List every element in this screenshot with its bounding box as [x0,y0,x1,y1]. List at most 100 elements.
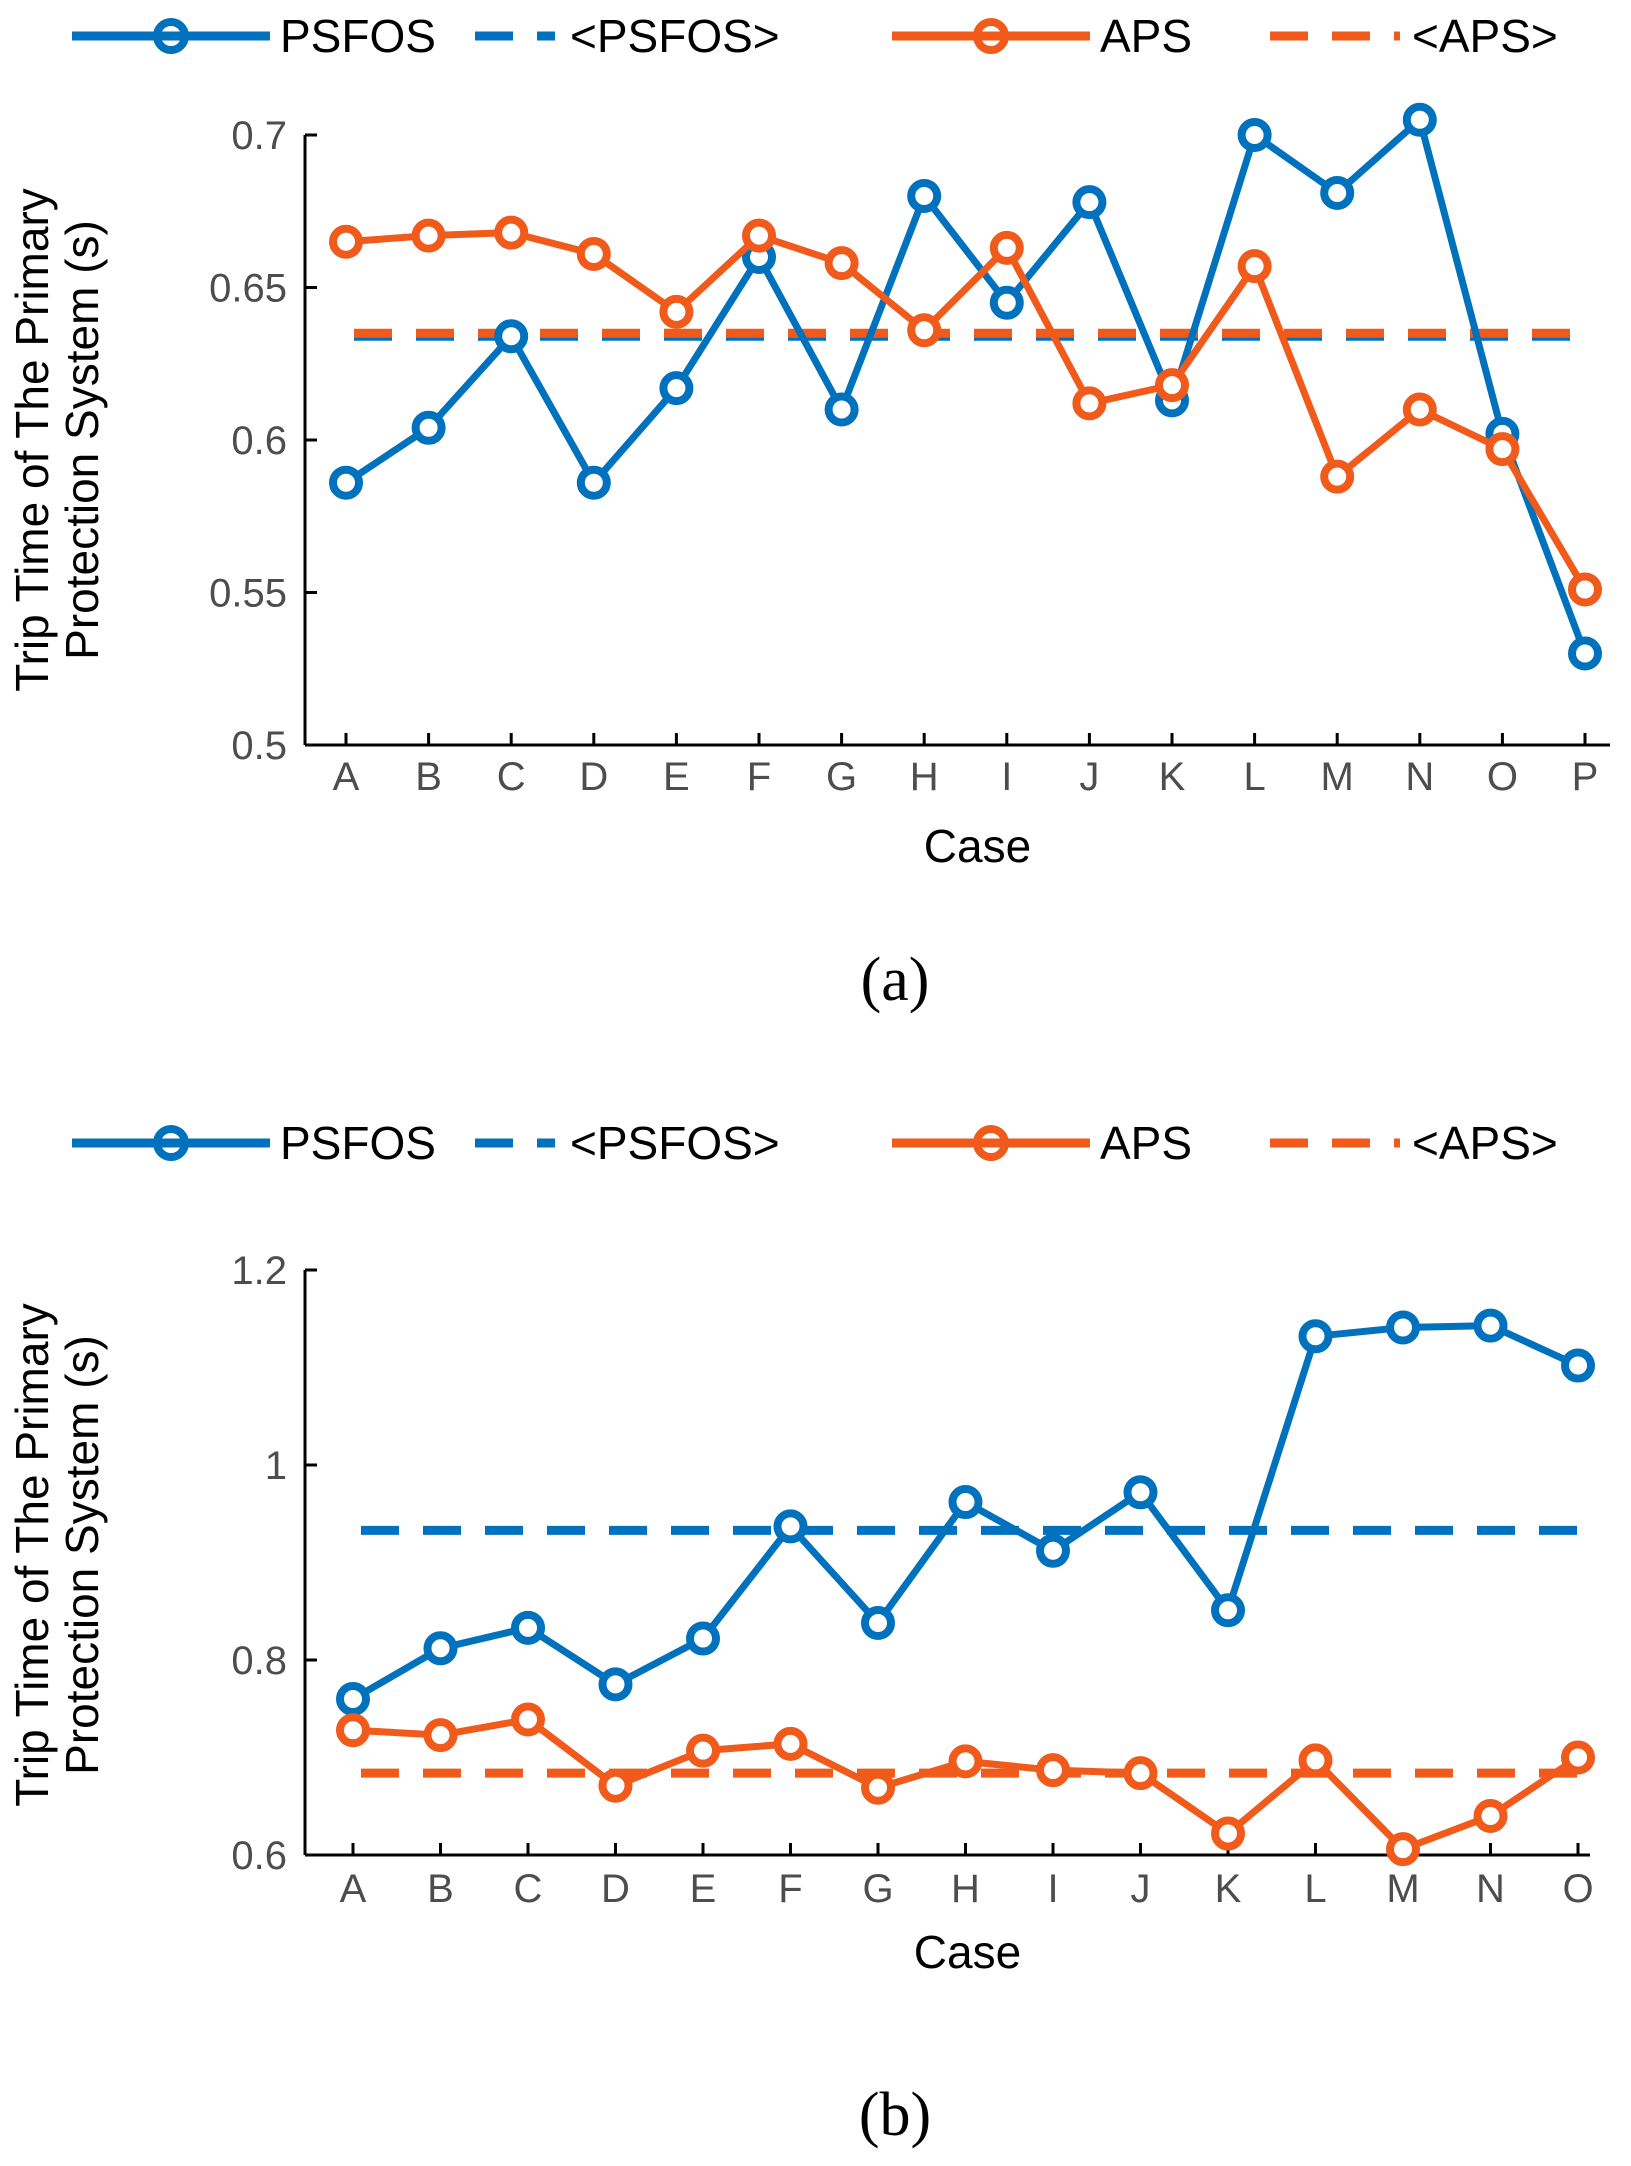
data-point [824,246,859,281]
data-point [598,1667,633,1702]
x-axis-label: Case [914,1926,1021,1978]
data-point [511,1610,545,1645]
y-tick-label: 0.8 [231,1639,287,1683]
data-point [948,1744,983,1779]
data-point [329,224,363,259]
x-tick-label: M [1321,755,1354,799]
legend: PSFOS <PSFOS> APS <APS> [72,1117,1558,1169]
x-tick-label: E [690,1867,717,1911]
x-tick-label: N [1476,1867,1505,1911]
legend-label: PSFOS [280,1117,436,1169]
x-tick-label: B [415,755,442,799]
data-point [1072,386,1107,421]
data-point [576,465,611,500]
data-point [907,179,942,213]
x-tick-label: F [747,755,771,799]
data-point [989,230,1024,265]
y-tick-label: 1 [265,1444,287,1488]
legend-label: <APS> [1412,1117,1558,1169]
x-tick-label: G [826,755,857,799]
data-point [1123,1756,1158,1791]
x-tick-label: I [1047,1867,1058,1911]
x-axis-label: Case [924,820,1031,872]
data-point [824,392,859,427]
data-point [773,1509,808,1544]
data-point [948,1485,983,1520]
legend-marker [973,18,1009,54]
data-point [1320,175,1355,210]
x-tick-label: D [579,755,608,799]
legend-label: <PSFOS> [570,1117,780,1169]
legend-label: APS [1100,1117,1192,1169]
data-point [1386,1832,1420,1867]
data-point [411,218,446,253]
series-line [352,1715,1580,1853]
x-tick-label: B [427,1867,454,1911]
legend: PSFOS <PSFOS> APS <APS> [72,10,1558,62]
data-point [336,1682,370,1716]
y-axis-label-line1: Trip Time of The Primary [6,1303,58,1807]
chart-panel-a: PSFOS <PSFOS> APS <APS> 0.5 0.55 0.6 0.65 0.7 A B C… [6,10,1610,1014]
x-tick-label: O [1562,1867,1593,1911]
data-point [1568,636,1602,671]
x-tick-label: A [340,1867,367,1911]
data-point [1561,1348,1595,1383]
x-tick-label: F [778,1867,802,1911]
data-point [598,1768,633,1803]
data-point [742,218,776,253]
data-point [989,285,1024,320]
x-tick-label: A [333,755,360,799]
y-axis-label-line1: Trip Time of The Primary [6,188,58,692]
data-point [1072,185,1107,220]
y-tick-label: 0.6 [231,419,287,463]
x-tick-label: J [1079,755,1099,799]
x-tick-label: E [663,755,690,799]
series-line [344,116,1589,655]
data-point [659,294,694,329]
x-tick-label: C [497,755,526,799]
data-point [686,1733,720,1768]
legend-marker [153,1125,189,1161]
data-point [1036,1533,1070,1568]
data-point [1123,1475,1158,1510]
data-point [1473,1308,1508,1343]
data-point [1320,459,1355,494]
panel-caption: (b) [859,2081,931,2149]
series-aps [329,215,1602,607]
data-point [1402,102,1437,137]
legend-marker [153,18,189,54]
data-point [1211,1593,1245,1628]
data-point [1473,1799,1508,1833]
legend-label: <APS> [1412,10,1558,62]
y-tick-label: 0.65 [209,267,287,311]
y-axis-label-line2: Protection System (s) [56,220,108,660]
series-aps [336,1702,1595,1867]
y-axis-label: Trip Time of The PrimaryProtection Syste… [6,188,108,692]
series-line [345,229,1589,592]
x-tick-label: O [1487,755,1518,799]
data-point [1298,1743,1333,1778]
data-point [411,410,446,445]
chart-panel-b: PSFOS <PSFOS> APS <APS> 0.6 0.8 1 1.2 A B C D E F G H I J… [6,1117,1595,2149]
data-point [907,313,942,348]
x-tick-label: I [1001,755,1012,799]
x-tick-label: L [1243,755,1265,799]
data-point [336,1713,370,1748]
panel-caption: (a) [861,946,930,1014]
data-point [1386,1310,1420,1345]
y-tick-label: 1.2 [231,1249,287,1293]
data-point [1485,432,1520,467]
data-point [861,1770,895,1805]
y-tick-label: 0.5 [231,724,287,768]
data-point [494,319,529,354]
x-tick-label: K [1159,755,1186,799]
x-tick-label: H [910,755,939,799]
data-point [1211,1816,1245,1851]
legend-marker [973,1125,1009,1161]
legend-label: APS [1100,10,1192,62]
x-tick-label: M [1386,1867,1419,1911]
legend-label: PSFOS [280,10,436,62]
data-point [423,1631,458,1666]
y-axis-label: Trip Time of The PrimaryProtection Syste… [6,1303,108,1807]
